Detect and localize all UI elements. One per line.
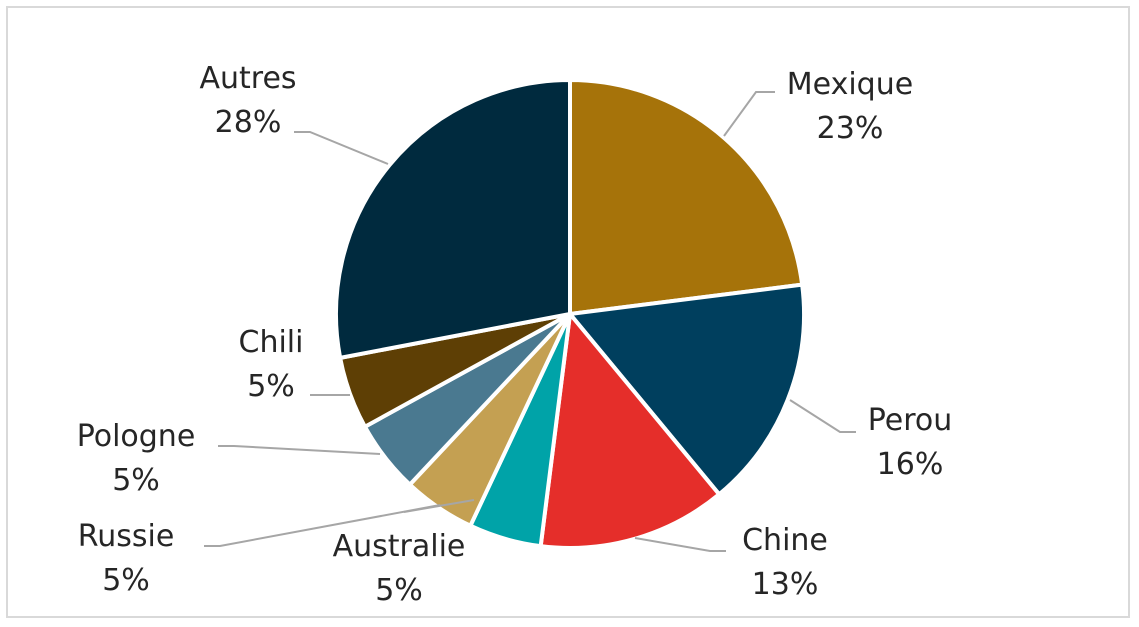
slice-name-label: Mexique: [787, 67, 913, 102]
slice-percent-label: 13%: [752, 567, 819, 602]
pie-chart: Mexique 23% Perou 16% Chine 13% Australie 5% Rus…: [77, 61, 953, 608]
leader-line-mexique: [723, 91, 775, 137]
slice-percent-label: 5%: [375, 573, 423, 608]
slice-labels: Mexique 23% Perou 16% Chine 13% Australie 5% Rus…: [77, 61, 953, 608]
leader-lines: [204, 91, 856, 552]
slice-name-label: Pologne: [77, 419, 196, 454]
slice-percent-label: 23%: [817, 111, 884, 146]
pie-slice-perou: [568, 282, 806, 497]
leader-line-perou: [789, 399, 856, 433]
slice-percent-label: 16%: [877, 447, 944, 482]
slice-percent-label: 28%: [215, 105, 282, 140]
chart-frame: Mexique 23% Perou 16% Chine 13% Australie 5% Rus…: [6, 6, 1130, 618]
slice-name-label: Autres: [199, 61, 296, 96]
leader-line-chine: [634, 537, 726, 552]
pie-slice-autres: [334, 78, 572, 360]
slice-percent-label: 5%: [112, 463, 160, 498]
pie-slices: [334, 78, 806, 550]
slice-name-label: Chine: [742, 523, 828, 558]
slice-name-label: Perou: [868, 403, 953, 438]
slice-name-label: Chili: [239, 325, 304, 360]
leader-line-russie: [204, 504, 441, 547]
pie-slice-mexique: [568, 78, 805, 316]
slice-percent-label: 5%: [247, 369, 295, 404]
slice-percent-label: 5%: [102, 563, 150, 598]
slice-name-label: Russie: [78, 519, 175, 554]
leader-line-pologne: [218, 445, 381, 455]
leader-line-autres: [294, 131, 389, 165]
slice-name-label: Australie: [333, 529, 466, 564]
